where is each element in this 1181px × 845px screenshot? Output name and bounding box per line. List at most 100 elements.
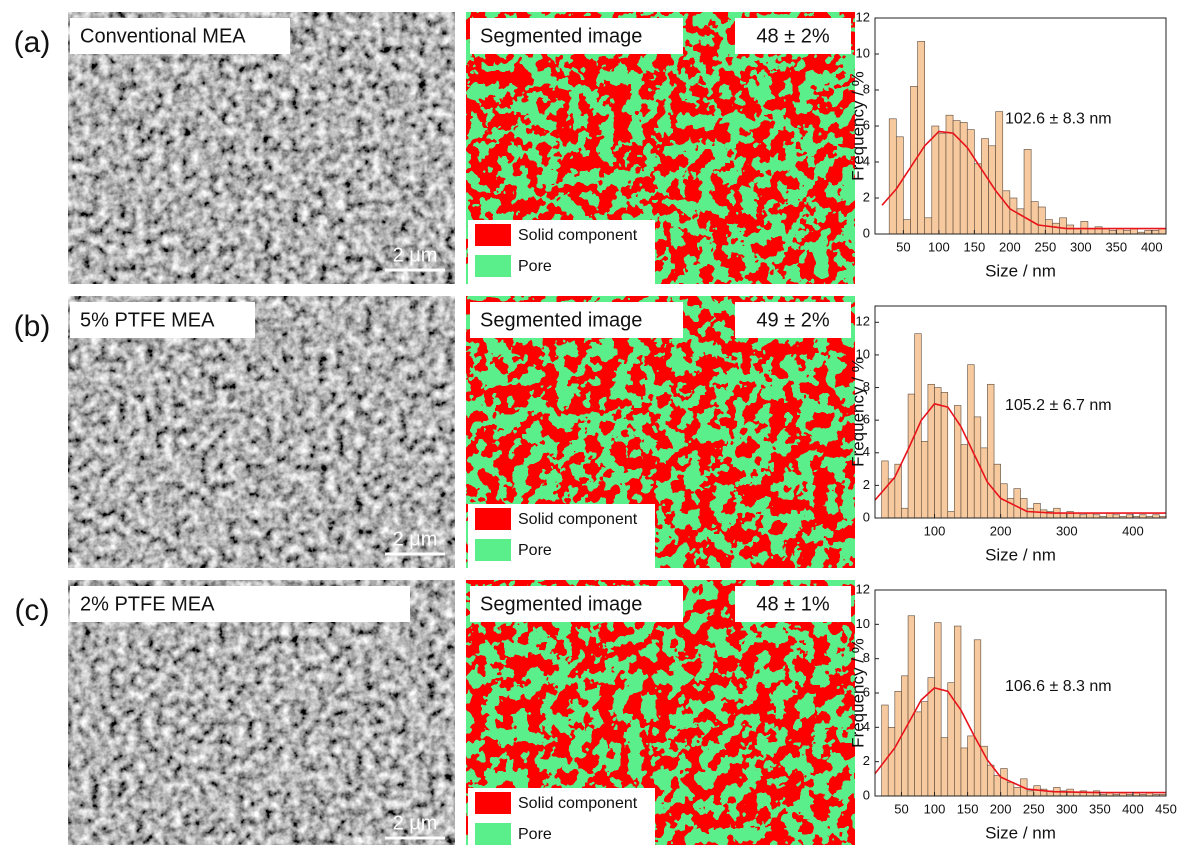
histogram-bar xyxy=(903,220,910,234)
x-axis-title: Size / nm xyxy=(985,545,1056,564)
legend-solid: Solid component xyxy=(518,795,638,812)
x-tick-label: 150 xyxy=(957,801,979,816)
histogram-bar xyxy=(910,86,917,234)
panel-label: (b) xyxy=(14,310,51,343)
histogram-bar xyxy=(961,445,968,518)
x-tick-label: 400 xyxy=(1141,239,1163,254)
sem-title: Conventional MEA xyxy=(80,25,246,47)
histogram-bar xyxy=(1073,793,1080,796)
histogram-bar xyxy=(1116,229,1123,234)
x-tick-label: 100 xyxy=(924,523,946,538)
histogram-bar xyxy=(935,388,942,518)
y-tick-label: 2 xyxy=(863,477,870,492)
histogram-bar xyxy=(941,392,948,518)
scale-bar-label: 2 μm xyxy=(393,244,438,266)
legend-swatch-solid xyxy=(475,224,511,246)
legend-swatch-solid xyxy=(475,792,511,814)
x-tick-label: 50 xyxy=(894,801,908,816)
y-tick-label: 12 xyxy=(856,314,870,329)
histogram-bar xyxy=(1040,510,1047,518)
histogram-bar xyxy=(1027,791,1034,796)
histogram-bar xyxy=(1131,229,1138,234)
porosity: 48 ± 1% xyxy=(756,593,829,615)
legend-swatch-pore xyxy=(475,539,511,561)
x-tick-label: 300 xyxy=(1056,801,1078,816)
histogram-bar xyxy=(981,139,988,234)
x-axis-title: Size / nm xyxy=(985,823,1056,842)
legend-swatch-pore xyxy=(475,823,511,845)
x-axis-title: Size / nm xyxy=(985,261,1056,280)
y-tick-label: 0 xyxy=(863,225,870,240)
x-tick-label: 400 xyxy=(1122,801,1144,816)
histogram-bar xyxy=(895,464,902,518)
sem-title: 2% PTFE MEA xyxy=(80,593,215,615)
y-tick-label: 12 xyxy=(856,9,870,24)
histogram-bar xyxy=(908,616,915,796)
legend-swatch-pore xyxy=(475,255,511,277)
histogram-bar xyxy=(1088,229,1095,234)
y-tick-label: 2 xyxy=(863,189,870,204)
histogram-bar xyxy=(1014,787,1021,796)
histogram-bar xyxy=(1027,508,1034,518)
histogram-bar xyxy=(974,164,981,234)
histogram-bar xyxy=(1123,230,1130,234)
histogram-bar xyxy=(996,112,1003,234)
x-tick-label: 100 xyxy=(924,801,946,816)
histogram-bar xyxy=(1010,198,1017,234)
histogram-bar xyxy=(967,130,974,234)
histogram-bar xyxy=(1052,223,1059,234)
histogram-bar xyxy=(1038,207,1045,234)
sem-title: 5% PTFE MEA xyxy=(80,309,215,331)
histogram-bar xyxy=(1145,230,1152,234)
histogram-bar xyxy=(932,126,939,234)
histogram-bar xyxy=(1060,218,1067,234)
x-tick-label: 150 xyxy=(964,239,986,254)
y-tick-label: 10 xyxy=(856,45,870,60)
histogram-bar xyxy=(1001,769,1008,796)
y-tick-label: 0 xyxy=(863,509,870,524)
histogram-bar xyxy=(1003,191,1010,234)
y-axis-title: Frequency / % xyxy=(848,71,867,181)
histogram-bar xyxy=(888,727,895,796)
legend-pore: Pore xyxy=(518,542,552,559)
histogram-bar xyxy=(928,678,935,796)
histogram-bar xyxy=(1014,489,1021,518)
histogram-bar xyxy=(896,137,903,234)
histogram-bar xyxy=(925,218,932,234)
histogram-bar xyxy=(974,640,981,796)
seg-title: Segmented image xyxy=(480,25,642,47)
scale-bar-label: 2 μm xyxy=(393,528,438,550)
x-tick-label: 300 xyxy=(1056,523,1078,538)
histogram-bar xyxy=(939,133,946,234)
histogram-bar xyxy=(1159,229,1166,234)
histogram-bar xyxy=(960,122,967,234)
figure: (a)Conventional MEA2 μmSegmented image48… xyxy=(0,0,1181,845)
annotation: 102.6 ± 8.3 nm xyxy=(1005,111,1112,128)
histogram-bar xyxy=(1031,202,1038,234)
legend-swatch-solid xyxy=(475,508,511,530)
x-tick-label: 250 xyxy=(1034,239,1056,254)
porosity: 49 ± 2% xyxy=(756,309,829,331)
histogram-bar xyxy=(961,748,968,796)
x-tick-label: 50 xyxy=(896,239,910,254)
histogram-bar xyxy=(1024,149,1031,234)
x-tick-label: 200 xyxy=(990,523,1012,538)
histogram-bar xyxy=(908,394,915,518)
legend-pore: Pore xyxy=(518,826,552,843)
histogram-bar xyxy=(1034,503,1041,518)
histogram-bar xyxy=(1093,791,1100,796)
y-axis-title: Frequency / % xyxy=(848,638,867,748)
histogram-bar xyxy=(981,448,988,518)
histogram-bar xyxy=(1007,782,1014,796)
scale-bar-label: 2 μm xyxy=(393,812,438,834)
histogram-bar xyxy=(968,736,975,796)
histogram-bar xyxy=(882,705,889,796)
histogram-bar xyxy=(1074,229,1081,234)
histogram-bar xyxy=(895,691,902,796)
annotation: 105.2 ± 6.7 nm xyxy=(1005,397,1112,414)
histogram-bar xyxy=(1109,230,1116,234)
histogram-bar xyxy=(889,119,896,234)
annotation: 106.6 ± 8.3 nm xyxy=(1005,678,1112,695)
histogram-bar xyxy=(1081,221,1088,234)
histogram-bar xyxy=(1152,230,1159,234)
